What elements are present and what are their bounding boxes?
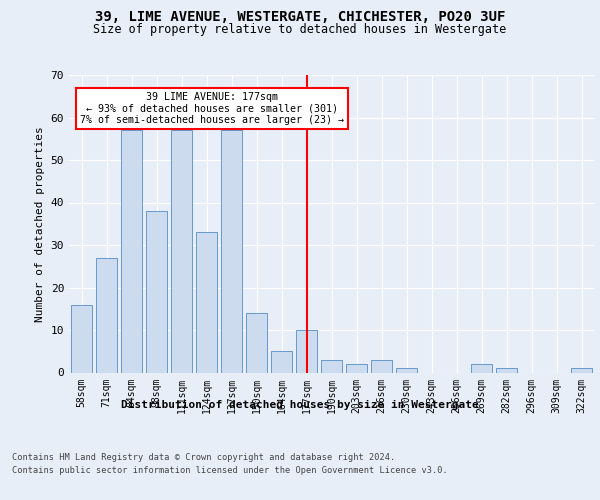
Bar [496, 368, 517, 372]
Bar [296, 330, 317, 372]
Bar [346, 364, 367, 372]
Text: 39, LIME AVENUE, WESTERGATE, CHICHESTER, PO20 3UF: 39, LIME AVENUE, WESTERGATE, CHICHESTER,… [95, 10, 505, 24]
Y-axis label: Number of detached properties: Number of detached properties [35, 126, 45, 322]
Text: Size of property relative to detached houses in Westergate: Size of property relative to detached ho… [94, 22, 506, 36]
Bar [321, 360, 342, 372]
Text: 39 LIME AVENUE: 177sqm
← 93% of detached houses are smaller (301)
7% of semi-det: 39 LIME AVENUE: 177sqm ← 93% of detached… [79, 92, 343, 125]
Text: Distribution of detached houses by size in Westergate: Distribution of detached houses by size … [121, 400, 479, 410]
Bar [171, 130, 192, 372]
Bar [271, 351, 292, 372]
Bar [146, 211, 167, 372]
Bar [96, 258, 117, 372]
Bar [121, 130, 142, 372]
Bar [471, 364, 492, 372]
Bar [371, 360, 392, 372]
Bar [246, 313, 267, 372]
Text: Contains public sector information licensed under the Open Government Licence v3: Contains public sector information licen… [12, 466, 448, 475]
Bar [71, 304, 92, 372]
Text: Contains HM Land Registry data © Crown copyright and database right 2024.: Contains HM Land Registry data © Crown c… [12, 452, 395, 462]
Bar [196, 232, 217, 372]
Bar [221, 130, 242, 372]
Bar [571, 368, 592, 372]
Bar [396, 368, 417, 372]
